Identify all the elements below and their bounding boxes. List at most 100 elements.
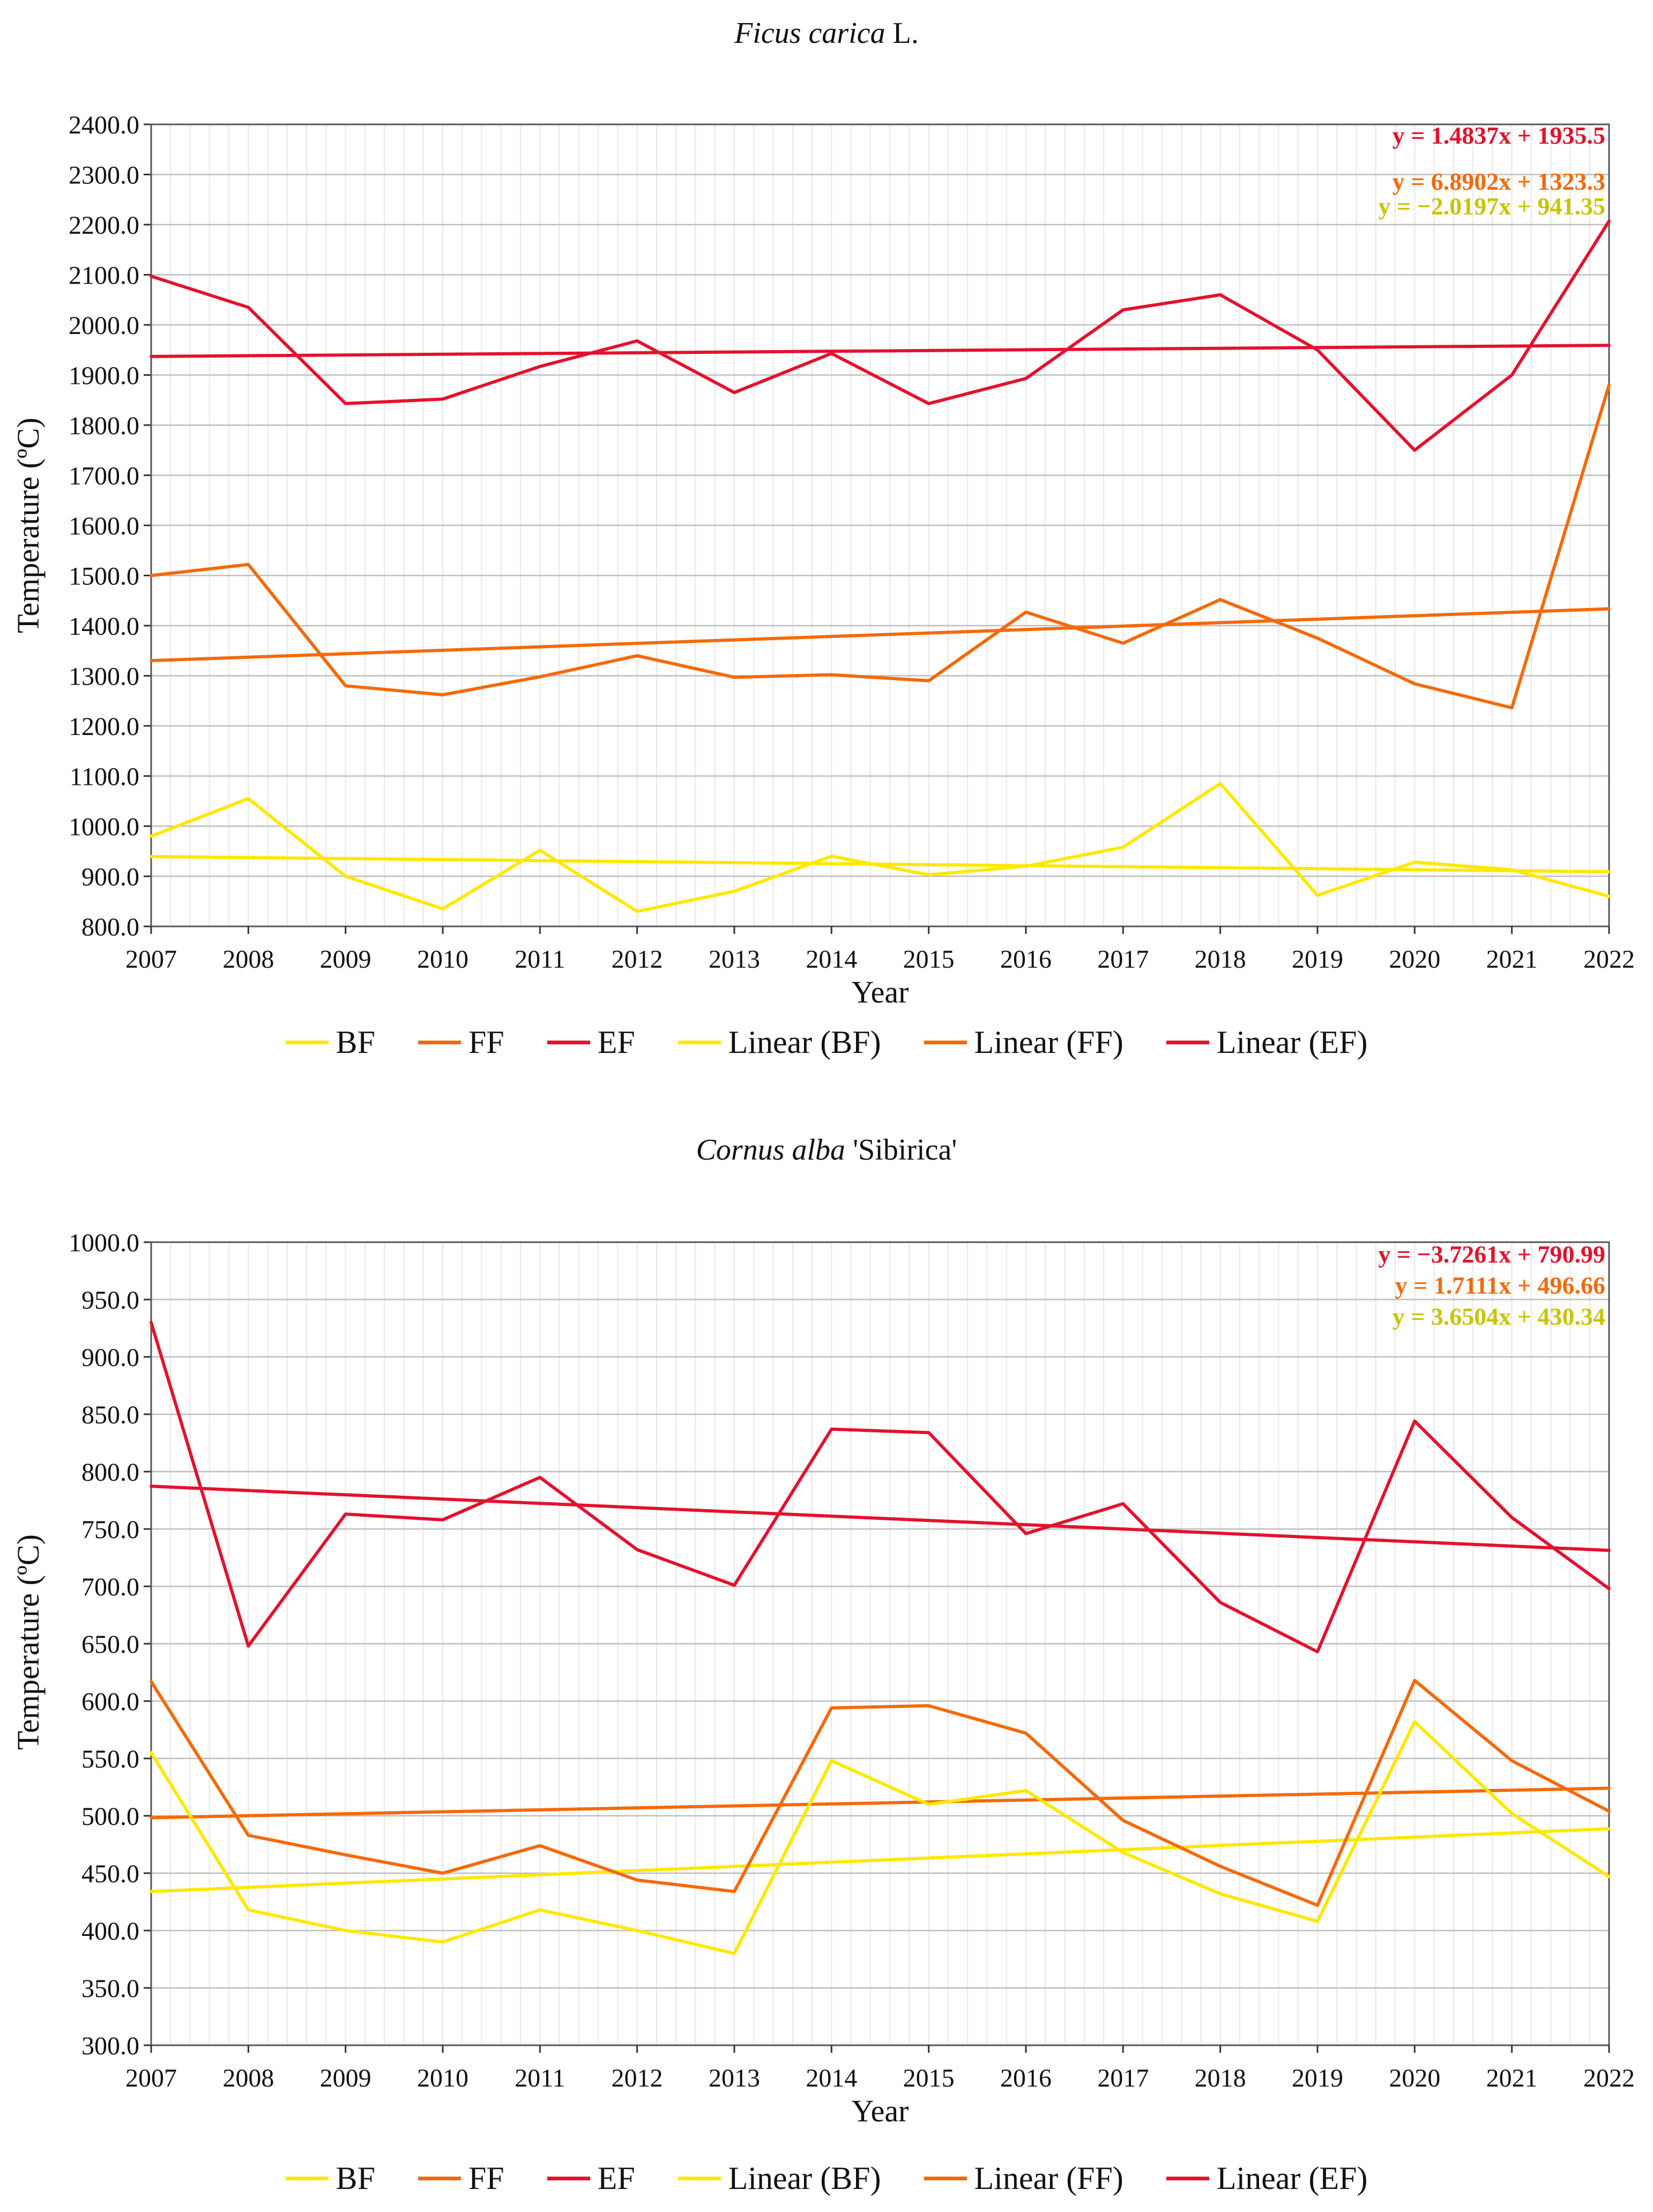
y-tick-label: 850.0 bbox=[81, 1401, 139, 1429]
legend-item: BF bbox=[285, 2160, 375, 2197]
x-tick-label: 2010 bbox=[417, 945, 468, 974]
legend-swatch bbox=[285, 2177, 329, 2180]
x-tick-label: 2021 bbox=[1486, 945, 1538, 974]
chart-title-rest: L. bbox=[885, 17, 919, 50]
legend-label: EF bbox=[597, 1025, 635, 1060]
x-tick-label: 2011 bbox=[515, 2064, 565, 2092]
x-tick-label: 2021 bbox=[1486, 2064, 1538, 2092]
y-tick-label: 650.0 bbox=[81, 1630, 139, 1659]
series-line-ff bbox=[150, 383, 1611, 710]
y-tick-label: 1300.0 bbox=[69, 663, 139, 691]
x-tick-label: 2010 bbox=[417, 2064, 468, 2092]
y-tick-label: 2000.0 bbox=[69, 311, 139, 340]
legend-swatch bbox=[1166, 2177, 1209, 2180]
x-tick-label: 2019 bbox=[1292, 2064, 1343, 2092]
y-tick-label: 1000.0 bbox=[69, 1229, 139, 1257]
x-tick-label: 2011 bbox=[515, 945, 565, 974]
y-tick-label: 2100.0 bbox=[69, 262, 139, 290]
series-line-ef bbox=[150, 1320, 1611, 1653]
legend-label: Linear (FF) bbox=[974, 1025, 1123, 1060]
legend-swatch bbox=[547, 2177, 590, 2180]
y-tick-label: 1900.0 bbox=[69, 362, 139, 390]
x-tick-label: 2022 bbox=[1583, 945, 1635, 974]
y-tick-label: 1400.0 bbox=[69, 612, 139, 641]
trendline-linear-ef bbox=[150, 344, 1611, 358]
legend-label: BF bbox=[336, 1025, 375, 1060]
chart-legend: BF FF EF Linear (BF) Linear (FF) Linear (EF) bbox=[0, 1024, 1653, 1061]
trendline-linear-ef bbox=[150, 1484, 1611, 1552]
y-tick-label: 900.0 bbox=[81, 1343, 139, 1372]
y-tick-label: 500.0 bbox=[81, 1802, 139, 1831]
plot-frame bbox=[150, 123, 1610, 927]
x-tick-label: 2019 bbox=[1292, 945, 1343, 974]
y-tick-label: 800.0 bbox=[81, 913, 139, 941]
x-tick-label: 2009 bbox=[320, 945, 371, 974]
chart-title-italic: Cornus alba bbox=[696, 1133, 846, 1167]
chart-title: Cornus alba 'Sibirica' bbox=[0, 1133, 1653, 1167]
legend-swatch bbox=[677, 1041, 721, 1044]
trendline-equation: y = −3.7261x + 790.99 bbox=[1378, 1241, 1605, 1268]
legend-item: Linear (BF) bbox=[677, 1024, 881, 1061]
trendline-equation: y = 3.6504x + 430.34 bbox=[1393, 1303, 1605, 1330]
trendline-equation: y = 1.7111x + 496.66 bbox=[1395, 1272, 1605, 1299]
y-tick-label: 1100.0 bbox=[70, 763, 139, 791]
x-tick-label: 2012 bbox=[612, 2064, 663, 2092]
y-tick-label: 1500.0 bbox=[69, 562, 139, 591]
y-tick-label: 1000.0 bbox=[69, 813, 139, 841]
x-tick-label: 2017 bbox=[1097, 945, 1149, 974]
x-tick-label: 2013 bbox=[709, 2064, 760, 2092]
y-tick-label: 2300.0 bbox=[69, 161, 139, 190]
legend-label: FF bbox=[468, 2161, 504, 2196]
x-tick-label: 2020 bbox=[1389, 2064, 1440, 2092]
legend-item: Linear (EF) bbox=[1166, 2160, 1368, 2197]
series-line-bf bbox=[150, 1720, 1611, 1955]
chart-panel-ficus: Ficus carica L. 800.0 900.0 1000.0 1100.0 12… bbox=[0, 16, 1653, 1061]
legend-item: Linear (FF) bbox=[924, 1024, 1123, 1061]
y-tick-label: 2200.0 bbox=[69, 211, 139, 240]
legend-label: Linear (EF) bbox=[1216, 1025, 1368, 1060]
x-tick-label: 2014 bbox=[806, 2064, 857, 2092]
x-axis-label: Year bbox=[852, 2094, 909, 2128]
y-tick-label: 2400.0 bbox=[69, 111, 139, 139]
series-line-ff bbox=[150, 1679, 1611, 1907]
y-tick-label: 550.0 bbox=[81, 1745, 139, 1773]
series-line-ef bbox=[150, 219, 1611, 452]
y-axis-label: Temperature (ºC) bbox=[11, 418, 46, 633]
trendline-linear-bf bbox=[150, 1827, 1611, 1894]
legend-label: Linear (EF) bbox=[1216, 2161, 1368, 2196]
legend-swatch bbox=[418, 2177, 461, 2180]
chart-title-rest: 'Sibirica' bbox=[845, 1133, 957, 1167]
legend-item: EF bbox=[547, 2160, 635, 2197]
legend-swatch bbox=[285, 1041, 329, 1044]
legend-item: EF bbox=[547, 1024, 635, 1061]
x-tick-label: 2007 bbox=[125, 945, 177, 974]
chart-title: Ficus carica L. bbox=[0, 16, 1653, 50]
y-tick-label: 1200.0 bbox=[69, 712, 139, 741]
x-tick-label: 2015 bbox=[903, 2064, 955, 2092]
legend-swatch bbox=[677, 2177, 721, 2180]
y-tick-label: 1800.0 bbox=[69, 412, 139, 440]
legend-label: Linear (BF) bbox=[728, 1025, 881, 1060]
x-tick-label: 2018 bbox=[1195, 945, 1246, 974]
y-axis-label: Temperature (ºC) bbox=[11, 1534, 46, 1750]
y-tick-label: 400.0 bbox=[81, 1917, 139, 1946]
x-tick-label: 2016 bbox=[1000, 945, 1052, 974]
legend-item: Linear (BF) bbox=[677, 2160, 881, 2197]
legend-item: FF bbox=[418, 2160, 504, 2197]
x-tick-label: 2017 bbox=[1097, 2064, 1149, 2092]
trendline-equation: y = −2.0197x + 941.35 bbox=[1378, 192, 1605, 220]
legend-swatch bbox=[418, 1041, 461, 1044]
legend-label: BF bbox=[336, 2161, 375, 2196]
x-tick-label: 2008 bbox=[222, 945, 274, 974]
y-tick-label: 600.0 bbox=[81, 1688, 139, 1716]
y-tick-label: 750.0 bbox=[81, 1516, 139, 1544]
legend-swatch bbox=[924, 1041, 967, 1044]
x-tick-label: 2022 bbox=[1583, 2064, 1635, 2092]
legend-label: FF bbox=[468, 1025, 504, 1060]
y-tick-label: 300.0 bbox=[81, 2032, 139, 2060]
plot-frame bbox=[150, 1241, 1610, 2046]
legend-item: FF bbox=[418, 1024, 504, 1061]
x-tick-label: 2020 bbox=[1389, 945, 1440, 974]
chart-title-italic: Ficus carica bbox=[734, 17, 885, 50]
x-tick-label: 2016 bbox=[1000, 2064, 1052, 2092]
